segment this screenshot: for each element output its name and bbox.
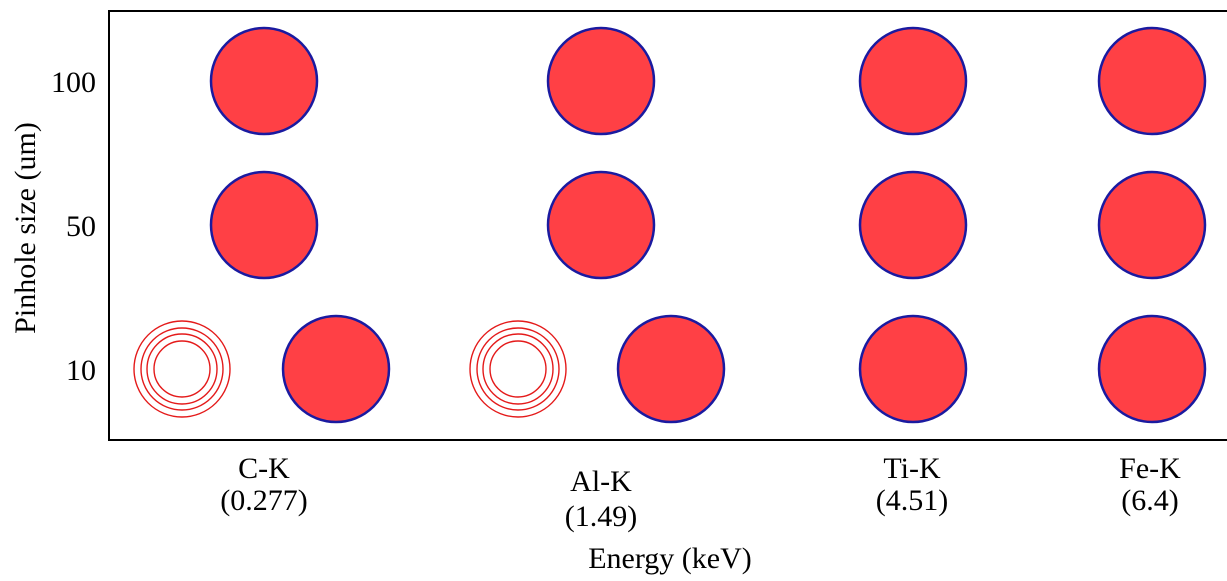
marker-tik-50 (858, 170, 968, 280)
col-label-alk-name: Al-K (570, 465, 632, 498)
ring-marker-ck-10-circle-2 (146, 333, 218, 405)
col-label-tik-energy: (4.51) (876, 484, 948, 517)
marker-alk-100 (546, 26, 656, 136)
marker-alk-50 (546, 170, 656, 280)
marker-tik-100 (858, 26, 968, 136)
col-label-tik-name: Ti-K (883, 452, 941, 485)
marker-ck-50 (209, 170, 319, 280)
ring-marker-alk-10-circle-2 (482, 333, 554, 405)
row-label-100: 100 (51, 66, 96, 99)
marker-tik-10 (858, 314, 968, 424)
ring-marker-ck-10-circle-1 (153, 340, 211, 398)
col-label-ck-name: C-K (238, 452, 290, 485)
ring-marker-ck-10-circle-4 (133, 320, 231, 418)
col-label-ck-energy: (0.277) (220, 484, 307, 517)
marker-fek-10 (1097, 314, 1207, 424)
marks-group (133, 26, 1207, 424)
row-label-50: 50 (66, 210, 96, 243)
col-label-fek-energy: (6.4) (1121, 484, 1178, 517)
marker-ck-10 (281, 314, 391, 424)
x-axis-title: Energy (keV) (588, 542, 752, 575)
ring-marker-alk-10-circle-1 (489, 340, 547, 398)
ring-marker-alk-10 (469, 320, 567, 418)
marker-alk-10 (616, 314, 726, 424)
col-label-fek-name: Fe-K (1119, 452, 1181, 485)
marker-fek-50 (1097, 170, 1207, 280)
ring-marker-alk-10-circle-4 (469, 320, 567, 418)
ring-marker-alk-10-circle-3 (476, 327, 560, 411)
col-label-alk-energy: (1.49) (565, 500, 637, 533)
marker-ck-100 (209, 26, 319, 136)
row-label-10: 10 (66, 354, 96, 387)
y-axis-title: Pinhole size (um) (9, 122, 42, 334)
ring-marker-ck-10-circle-3 (140, 327, 224, 411)
ring-marker-ck-10 (133, 320, 231, 418)
marker-fek-100 (1097, 26, 1207, 136)
plot-frame (108, 10, 1227, 441)
